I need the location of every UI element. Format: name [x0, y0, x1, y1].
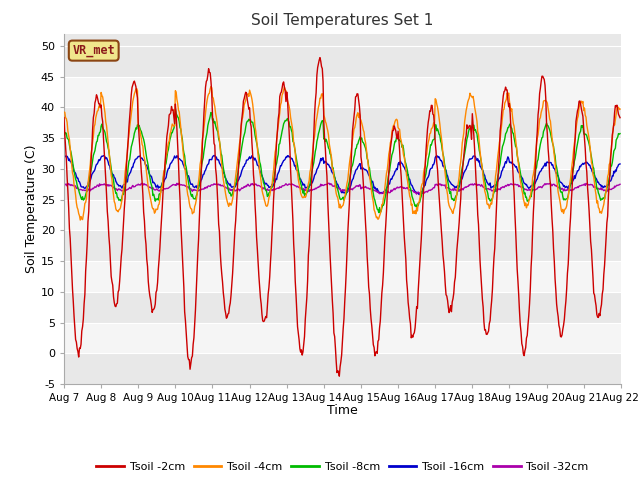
- Bar: [64, 169, 621, 200]
- Bar: [64, 292, 621, 323]
- Bar: [64, 77, 621, 108]
- Bar: [64, 323, 621, 353]
- Text: VR_met: VR_met: [72, 44, 115, 57]
- Bar: [64, 46, 621, 77]
- Bar: [64, 261, 621, 292]
- Legend: Tsoil -2cm, Tsoil -4cm, Tsoil -8cm, Tsoil -16cm, Tsoil -32cm: Tsoil -2cm, Tsoil -4cm, Tsoil -8cm, Tsoi…: [92, 457, 593, 477]
- Bar: [64, 138, 621, 169]
- Title: Soil Temperatures Set 1: Soil Temperatures Set 1: [252, 13, 433, 28]
- Bar: [64, 353, 621, 384]
- X-axis label: Time: Time: [327, 405, 358, 418]
- Y-axis label: Soil Temperature (C): Soil Temperature (C): [25, 144, 38, 273]
- Bar: [64, 230, 621, 261]
- Bar: [64, 108, 621, 138]
- Bar: [64, 200, 621, 230]
